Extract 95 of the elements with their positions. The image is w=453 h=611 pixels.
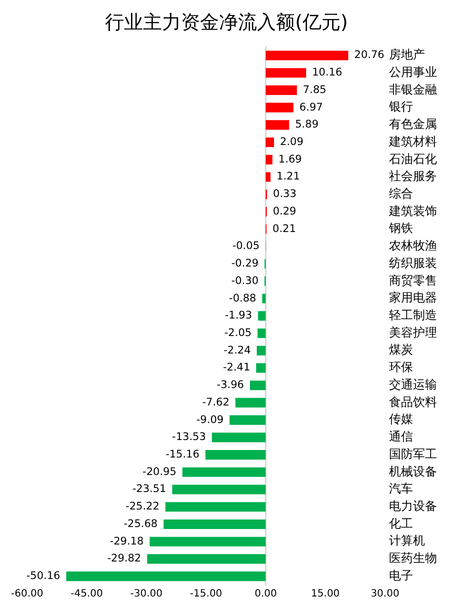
bar bbox=[256, 363, 266, 373]
bar bbox=[66, 572, 266, 582]
data-label: 1.21 bbox=[276, 170, 300, 183]
y-tick-label: 传媒 bbox=[389, 412, 413, 426]
bar bbox=[164, 519, 266, 530]
y-tick-label: 轻工制造 bbox=[389, 308, 437, 322]
y-tick-label: 有色金属 bbox=[389, 117, 437, 132]
data-label: 0.33 bbox=[273, 188, 296, 200]
bar bbox=[147, 554, 266, 564]
x-tick-label: -60.00 bbox=[10, 588, 44, 600]
bar bbox=[182, 467, 266, 477]
data-label: -29.18 bbox=[110, 535, 144, 548]
data-label: 7.85 bbox=[302, 84, 326, 96]
data-label: -1.93 bbox=[224, 310, 252, 322]
y-tick-label: 化工 bbox=[389, 516, 413, 530]
x-tick-label: 30.00 bbox=[370, 588, 400, 600]
data-label: -2.24 bbox=[224, 344, 252, 356]
data-label: 20.76 bbox=[354, 49, 385, 62]
x-tick-label: -30.00 bbox=[130, 588, 163, 600]
y-tick-label: 社会服务 bbox=[389, 169, 437, 184]
data-label: -9.09 bbox=[196, 414, 224, 426]
data-label: 5.89 bbox=[295, 118, 319, 131]
data-label: -0.05 bbox=[232, 240, 260, 252]
data-label: -23.51 bbox=[132, 483, 166, 496]
data-label: 0.29 bbox=[272, 205, 296, 218]
y-tick-label: 建筑装饰 bbox=[388, 204, 437, 218]
data-label: -0.29 bbox=[231, 258, 259, 270]
bar bbox=[250, 380, 266, 390]
y-tick-label: 通信 bbox=[389, 430, 413, 444]
chart-title: 行业主力资金净流入额(亿元) bbox=[105, 11, 348, 34]
data-label: -25.22 bbox=[126, 500, 160, 513]
x-tick-label: -45.00 bbox=[70, 588, 103, 600]
y-tick-label: 综合 bbox=[389, 186, 413, 200]
data-label: 0.21 bbox=[272, 222, 296, 235]
y-tick-label: 商贸零售 bbox=[389, 273, 437, 288]
y-tick-label: 电力设备 bbox=[389, 499, 437, 513]
data-label: 10.16 bbox=[312, 66, 342, 79]
y-tick-label: 环保 bbox=[389, 360, 413, 374]
y-tick-label: 房地产 bbox=[389, 48, 425, 62]
bar bbox=[258, 328, 266, 338]
bar bbox=[266, 138, 274, 148]
data-label: 1.69 bbox=[278, 153, 302, 166]
bar bbox=[266, 85, 297, 95]
data-label: -29.82 bbox=[107, 552, 142, 565]
data-label: -25.68 bbox=[124, 518, 158, 530]
y-tick-label: 汽车 bbox=[389, 482, 413, 496]
data-label: 6.97 bbox=[299, 101, 323, 114]
bar bbox=[235, 398, 266, 408]
y-tick-label: 计算机 bbox=[389, 534, 425, 548]
data-label: -15.16 bbox=[166, 448, 200, 461]
y-tick-label: 食品饮料 bbox=[389, 394, 437, 409]
y-tick-label: 非银金融 bbox=[389, 82, 437, 96]
y-tick-label: 纺织服装 bbox=[389, 256, 437, 270]
y-tick-label: 石油石化 bbox=[389, 152, 437, 166]
data-label: 2.09 bbox=[280, 136, 304, 148]
y-tick-label: 农林牧渔 bbox=[389, 238, 437, 253]
y-tick-label: 国防军工 bbox=[389, 446, 437, 461]
bar bbox=[266, 120, 290, 130]
y-tick-label: 煤炭 bbox=[389, 342, 413, 357]
bar bbox=[230, 415, 266, 425]
y-tick-label: 交通运输 bbox=[389, 377, 437, 392]
data-label: -2.05 bbox=[224, 326, 252, 339]
y-tick-label: 公用事业 bbox=[389, 64, 437, 79]
data-label: -0.88 bbox=[229, 292, 256, 304]
y-tick-label: 电子 bbox=[389, 568, 413, 582]
bar bbox=[262, 294, 266, 304]
bar bbox=[266, 102, 294, 112]
data-label: -3.96 bbox=[216, 379, 244, 392]
bar bbox=[150, 536, 266, 546]
bar bbox=[266, 172, 271, 182]
data-label: -0.30 bbox=[231, 274, 259, 287]
data-label: -2.41 bbox=[222, 362, 250, 374]
data-label: -20.95 bbox=[142, 466, 176, 478]
x-tick-label: 0.00 bbox=[254, 588, 277, 600]
bar bbox=[256, 346, 266, 356]
data-label: -50.16 bbox=[26, 570, 61, 582]
bar bbox=[266, 50, 348, 60]
bar bbox=[172, 484, 266, 494]
data-label: -13.53 bbox=[172, 431, 206, 444]
x-tick-label: -15.00 bbox=[190, 588, 222, 600]
bar bbox=[165, 502, 266, 512]
bar bbox=[212, 432, 266, 442]
bar bbox=[205, 450, 266, 460]
bar bbox=[266, 154, 272, 164]
data-label: -7.62 bbox=[202, 396, 230, 408]
y-tick-label: 建筑材料 bbox=[388, 134, 437, 148]
y-tick-label: 家用电器 bbox=[389, 290, 437, 305]
bar bbox=[266, 68, 306, 78]
x-tick-label: 15.00 bbox=[311, 588, 340, 600]
y-tick-label: 钢铁 bbox=[388, 221, 413, 236]
y-tick-label: 机械设备 bbox=[389, 464, 437, 478]
bar bbox=[258, 311, 266, 321]
y-tick-label: 银行 bbox=[388, 100, 413, 114]
y-tick-label: 医药生物 bbox=[389, 551, 437, 566]
y-tick-label: 美容护理 bbox=[389, 325, 437, 340]
